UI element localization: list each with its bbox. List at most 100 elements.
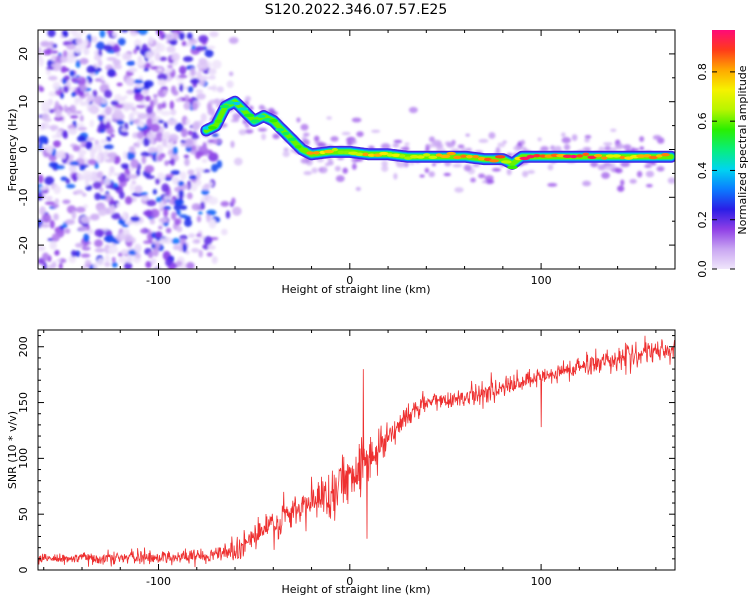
noise-blob: [157, 73, 168, 81]
noise-blob: [207, 86, 217, 90]
noise-blob: [195, 179, 202, 186]
noise-blob: [47, 264, 53, 269]
noise-blob: [191, 203, 201, 211]
noise-blob: [129, 183, 135, 192]
noise-blob: [65, 183, 76, 189]
noise-blob: [188, 174, 198, 180]
noise-blob: [87, 77, 93, 84]
noise-blob: [97, 148, 103, 153]
noise-blob: [107, 152, 118, 158]
noise-blob: [184, 158, 190, 167]
noise-blob: [123, 261, 133, 269]
noise-blob: [207, 196, 219, 205]
noise-blob: [203, 236, 213, 245]
noise-blob: [113, 64, 123, 70]
noise-blob: [104, 234, 116, 243]
noise-blob: [51, 260, 57, 269]
spectrogram-y-tick-label: 10: [17, 95, 30, 109]
spectrogram-x-ticks: -100 0 100: [43, 30, 657, 287]
noise-blob: [165, 227, 172, 234]
noise-blob: [154, 52, 161, 62]
noise-blob: [138, 30, 148, 36]
noise-blob: [92, 90, 98, 98]
colorbar-tick-label: 0.0: [696, 260, 709, 278]
noise-blob: [153, 93, 158, 99]
snr-y-tick-label: 0: [17, 567, 30, 574]
haze-blob: [617, 185, 625, 192]
noise-blob: [100, 138, 108, 144]
noise-blob: [38, 245, 46, 252]
ridge-cell: [539, 154, 547, 158]
noise-blob: [51, 233, 60, 242]
noise-blob: [55, 109, 62, 118]
haze-blob: [597, 164, 607, 171]
spectrogram-x-tick-label: 100: [531, 274, 552, 287]
noise-blob: [190, 182, 198, 192]
noise-blob: [122, 103, 133, 110]
noise-blob: [207, 245, 216, 250]
haze-blob: [454, 187, 464, 193]
noise-blob: [80, 215, 91, 224]
noise-blob: [65, 53, 76, 64]
noise-blob: [158, 225, 163, 230]
haze-blob: [282, 150, 290, 158]
ridge-cell: [282, 131, 290, 136]
noise-blob: [104, 254, 110, 264]
haze-blob: [561, 137, 571, 144]
haze-blob: [540, 146, 549, 152]
noise-blob: [63, 85, 70, 93]
noise-blob: [101, 98, 108, 105]
noise-blob: [150, 258, 157, 265]
colorbar-tick-label: 0.4: [696, 162, 709, 180]
haze-blob: [313, 135, 320, 142]
noise-blob: [155, 241, 161, 249]
noise-blob: [128, 67, 138, 73]
haze-blob: [212, 138, 223, 145]
noise-blob: [162, 138, 168, 147]
noise-blob: [97, 258, 104, 267]
noise-blob: [51, 62, 62, 72]
noise-blob: [164, 177, 173, 181]
noise-blob: [83, 233, 90, 243]
snr-x-tick-label: 0: [346, 575, 353, 588]
noise-blob: [146, 131, 156, 140]
noise-blob: [41, 213, 52, 224]
noise-blob: [113, 172, 121, 177]
noise-blob: [84, 91, 90, 97]
haze-blob: [623, 144, 632, 150]
spectrogram-noise-blobs: [38, 30, 243, 269]
noise-blob: [161, 102, 167, 109]
noise-blob: [161, 183, 170, 193]
noise-blob: [104, 159, 115, 163]
haze-blob: [645, 183, 653, 188]
noise-blob: [103, 89, 113, 99]
noise-blob: [47, 75, 58, 81]
noise-blob: [61, 152, 67, 160]
noise-blob: [112, 31, 117, 37]
haze-blob: [667, 177, 675, 184]
haze-blob: [506, 168, 512, 176]
haze-blob: [303, 132, 310, 137]
noise-blob: [201, 158, 208, 163]
noise-blob: [111, 256, 116, 263]
noise-blob: [122, 223, 129, 228]
noise-blob: [46, 48, 51, 56]
noise-blob: [103, 144, 114, 150]
haze-blob: [244, 123, 250, 128]
ridge-cell: [294, 145, 302, 149]
noise-blob: [38, 86, 45, 92]
noise-blob: [149, 138, 155, 145]
haze-blob: [561, 132, 566, 138]
ridge-cell: [642, 154, 652, 158]
noise-blob: [209, 152, 215, 157]
noise-blob: [52, 140, 61, 148]
noise-blob: [89, 148, 98, 154]
noise-blob: [198, 57, 208, 65]
noise-blob: [186, 192, 193, 200]
haze-blob: [351, 163, 357, 170]
noise-blob: [77, 225, 88, 232]
ridge-cell: [237, 107, 249, 111]
noise-blob: [104, 177, 111, 186]
noise-blob: [155, 231, 163, 238]
noise-blob: [79, 30, 87, 34]
